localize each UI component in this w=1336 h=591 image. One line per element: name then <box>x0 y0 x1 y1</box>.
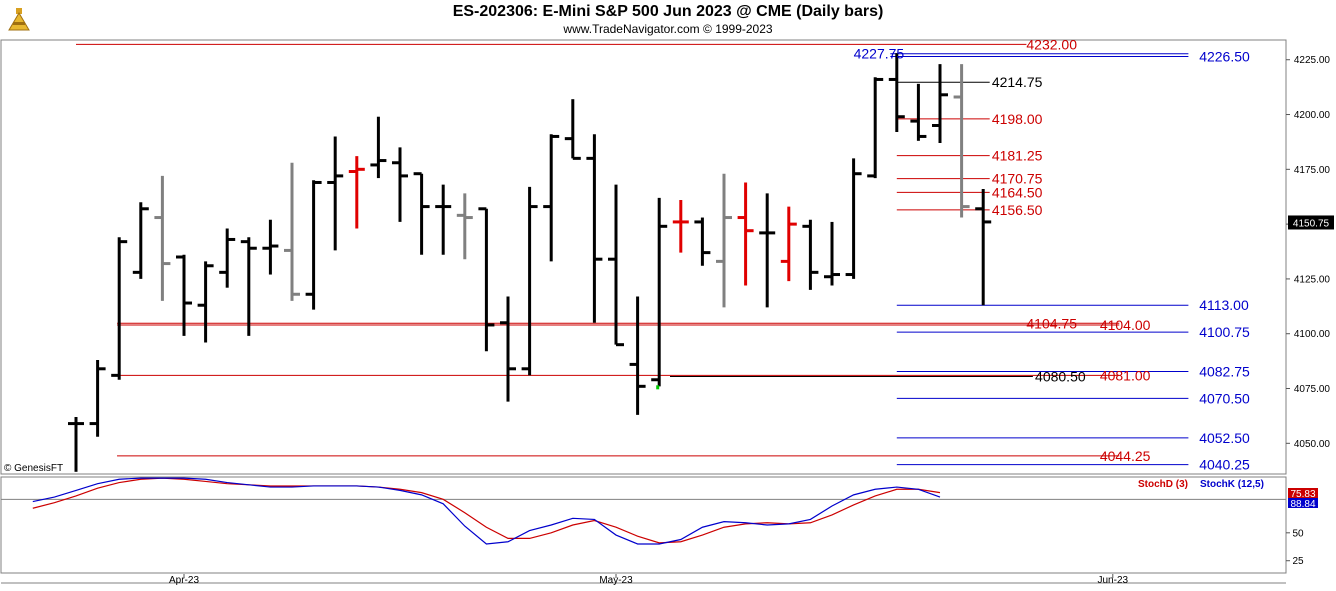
price-bar <box>953 64 970 218</box>
price-bar <box>327 136 344 251</box>
y-tick-label: 4125.00 <box>1294 274 1331 285</box>
level-label: 4198.00 <box>992 111 1043 127</box>
x-tick-label: May-23 <box>599 575 633 586</box>
y-tick-label: 4175.00 <box>1294 165 1331 176</box>
chart-header: ES-202306: E-Mini S&P 500 Jun 2023 @ CME… <box>0 0 1336 40</box>
price-bar <box>392 147 408 222</box>
price-bar <box>608 184 624 347</box>
price-bar <box>543 134 560 262</box>
signal-marker <box>656 385 660 390</box>
level-label: 4164.50 <box>992 184 1043 200</box>
stoch-series-line <box>32 477 941 545</box>
level-label: 4070.50 <box>1199 390 1250 406</box>
stoch-y-tick-label: 50 <box>1292 528 1304 539</box>
level-label: 4214.75 <box>992 74 1043 90</box>
trade-navigator-logo-icon <box>8 8 30 31</box>
price-bar <box>824 221 840 286</box>
y-tick-label: 4075.00 <box>1294 384 1331 395</box>
price-bar <box>975 189 992 306</box>
price-bar <box>737 182 754 286</box>
level-label: 4081.00 <box>1100 367 1151 383</box>
level-label: 4227.75 <box>854 46 905 62</box>
price-bar <box>867 77 884 179</box>
price-bars-layer <box>68 53 992 472</box>
price-bar <box>564 99 581 160</box>
stochastic-plot-frame <box>0 476 1287 574</box>
price-bar <box>219 228 236 288</box>
chart-subtitle: www.TradeNavigator.com © 1999-2023 <box>563 22 773 36</box>
price-bar <box>802 219 819 290</box>
price-bar <box>672 200 689 253</box>
price-bar <box>888 53 905 133</box>
stochd-last-tag <box>1288 488 1318 498</box>
price-bar <box>845 158 862 279</box>
price-bar <box>759 193 776 308</box>
price-bar <box>240 237 257 336</box>
price-bar <box>651 197 668 387</box>
level-label: 4044.25 <box>1100 448 1151 464</box>
price-bar <box>629 296 646 415</box>
price-bar <box>586 134 603 323</box>
level-label: 4040.25 <box>1199 457 1250 473</box>
x-tick-label: Apr-23 <box>169 575 199 586</box>
price-bar <box>716 173 732 308</box>
price-bar <box>154 175 171 301</box>
price-bar <box>176 254 192 336</box>
price-bar <box>348 156 365 229</box>
stochd-last-label: 75.83 <box>1290 489 1315 500</box>
price-bar <box>910 83 927 141</box>
x-tick-label: Jun-23 <box>1098 575 1129 586</box>
price-bar <box>68 417 84 472</box>
price-bar <box>500 296 516 402</box>
axes-layer: 4050.004075.004100.004125.004150.004175.… <box>0 39 1331 586</box>
price-bar <box>132 202 149 279</box>
level-label: 4082.75 <box>1199 364 1250 380</box>
price-bar <box>89 360 106 437</box>
level-label: 4104.00 <box>1100 317 1151 333</box>
price-bar <box>111 237 128 380</box>
stochk-last-label: 88.84 <box>1290 499 1315 510</box>
price-bar <box>456 193 473 260</box>
stoch-y-tick-label: 25 <box>1292 556 1304 567</box>
price-plot-frame <box>0 39 1287 475</box>
level-label: 4181.25 <box>992 148 1043 164</box>
level-label: 4156.50 <box>992 202 1043 218</box>
level-label: 4104.75 <box>1026 315 1077 331</box>
price-bar <box>521 186 538 376</box>
level-label: 4170.75 <box>992 171 1043 187</box>
price-levels-layer <box>76 43 1189 466</box>
legend-stochk: StochK (12,5) <box>1200 479 1264 490</box>
last-price-tag <box>1288 215 1334 230</box>
price-bar <box>370 116 387 179</box>
legend-stochd: StochD (3) <box>1138 479 1188 490</box>
price-bar <box>780 206 797 282</box>
level-label: 4232.00 <box>1026 36 1077 52</box>
level-label: 4052.50 <box>1199 430 1250 446</box>
y-tick-label: 4225.00 <box>1294 55 1331 66</box>
price-bar <box>932 64 948 144</box>
last-price-label: 4150.75 <box>1293 218 1330 229</box>
chart-title: ES-202306: E-Mini S&P 500 Jun 2023 @ CME… <box>452 3 884 20</box>
level-label: 4100.75 <box>1199 324 1250 340</box>
price-bar <box>694 217 711 266</box>
price-bar <box>262 219 279 275</box>
price-bar <box>478 207 495 352</box>
level-label: 4113.00 <box>1199 297 1249 313</box>
stochk-last-tag <box>1288 498 1318 508</box>
level-label: 4080.50 <box>1035 368 1086 384</box>
price-bar <box>435 184 452 255</box>
price-bar <box>197 261 214 343</box>
watermark: © GenesisFT <box>4 463 63 474</box>
price-bar <box>305 180 322 310</box>
price-bar <box>284 162 300 301</box>
y-tick-label: 4200.00 <box>1294 110 1331 121</box>
y-tick-label: 4050.00 <box>1294 439 1331 450</box>
labels-layer: © GenesisFT 4232.00 4227.75 4226.50 4214.75 4… <box>4 36 1334 474</box>
level-label: 4226.50 <box>1199 48 1250 64</box>
y-tick-label: 4100.00 <box>1294 329 1331 340</box>
price-bar <box>413 172 430 255</box>
